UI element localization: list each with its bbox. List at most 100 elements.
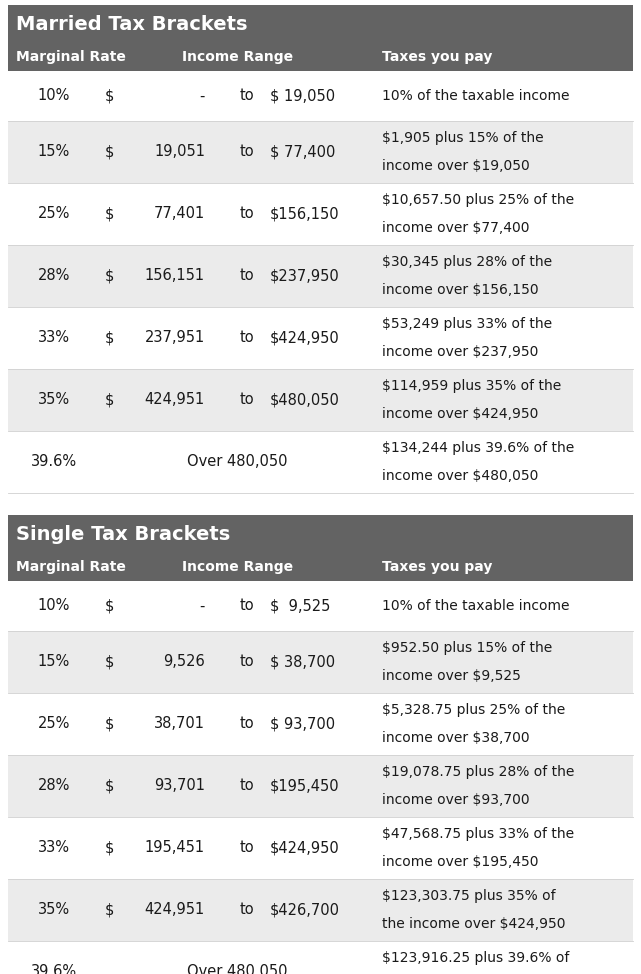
Text: $480,050: $480,050 [270, 393, 340, 407]
Text: 93,701: 93,701 [154, 778, 205, 794]
Text: -: - [199, 89, 205, 103]
Text: income over $156,150: income over $156,150 [382, 282, 538, 297]
Text: income over $19,050: income over $19,050 [382, 159, 529, 172]
Text: income over $237,950: income over $237,950 [382, 345, 538, 358]
Text: 35%: 35% [38, 393, 70, 407]
Text: to: to [240, 655, 254, 669]
Text: income over $9,525: income over $9,525 [382, 668, 521, 683]
Text: Marginal Rate: Marginal Rate [16, 50, 126, 64]
Text: 15%: 15% [38, 144, 70, 160]
Text: to: to [240, 269, 254, 283]
Text: $114,959 plus 35% of the: $114,959 plus 35% of the [382, 379, 562, 393]
Text: $10,657.50 plus 25% of the: $10,657.50 plus 25% of the [382, 194, 574, 207]
Text: $424,950: $424,950 [270, 330, 340, 346]
Text: Income Range: Income Range [182, 560, 293, 574]
Text: $53,249 plus 33% of the: $53,249 plus 33% of the [382, 318, 552, 331]
Text: Taxes you pay: Taxes you pay [382, 560, 492, 574]
Text: 195,451: 195,451 [145, 841, 205, 855]
Text: 15%: 15% [38, 655, 70, 669]
Text: $5,328.75 plus 25% of the: $5,328.75 plus 25% of the [382, 703, 565, 718]
Text: to: to [240, 717, 254, 731]
Text: 19,051: 19,051 [154, 144, 205, 160]
Text: $123,916.25 plus 39.6% of: $123,916.25 plus 39.6% of [382, 952, 569, 965]
Text: $: $ [105, 841, 114, 855]
Text: income over $77,400: income over $77,400 [382, 221, 529, 235]
Text: $: $ [105, 269, 114, 283]
Text: $: $ [105, 330, 114, 346]
Text: $: $ [105, 598, 114, 614]
Bar [8, 5, 633, 43]
Text: $426,700: $426,700 [270, 903, 340, 918]
Text: $  9,525: $ 9,525 [270, 598, 330, 614]
Text: 424,951: 424,951 [145, 903, 205, 918]
Text: 33%: 33% [38, 841, 70, 855]
Bar [8, 71, 633, 121]
Text: 10%: 10% [38, 598, 70, 614]
Text: $: $ [105, 778, 114, 794]
Text: income over $480,050: income over $480,050 [382, 468, 538, 483]
Bar [8, 369, 633, 431]
Text: income over $424,950: income over $424,950 [382, 406, 538, 421]
Text: to: to [240, 903, 254, 918]
Bar [8, 183, 633, 245]
Text: to: to [240, 144, 254, 160]
Text: Taxes you pay: Taxes you pay [382, 50, 492, 64]
Text: 39.6%: 39.6% [31, 455, 77, 469]
Text: 39.6%: 39.6% [31, 964, 77, 974]
Text: 9,526: 9,526 [163, 655, 205, 669]
Text: 10%: 10% [38, 89, 70, 103]
Bar [8, 879, 633, 941]
Text: $123,303.75 plus 35% of: $123,303.75 plus 35% of [382, 889, 556, 903]
Text: income over $93,700: income over $93,700 [382, 793, 529, 806]
Bar [8, 515, 633, 553]
Text: $: $ [105, 144, 114, 160]
Text: to: to [240, 206, 254, 221]
Text: $: $ [105, 206, 114, 221]
Text: to: to [240, 330, 254, 346]
Bar [8, 553, 633, 581]
Text: to: to [240, 393, 254, 407]
Bar [8, 817, 633, 879]
Bar [8, 245, 633, 307]
Text: Married Tax Brackets: Married Tax Brackets [16, 15, 247, 33]
Text: $952.50 plus 15% of the: $952.50 plus 15% of the [382, 641, 553, 656]
Text: Over 480,050: Over 480,050 [187, 455, 288, 469]
Text: 28%: 28% [38, 269, 70, 283]
Text: income over $195,450: income over $195,450 [382, 854, 538, 869]
Text: $ 93,700: $ 93,700 [270, 717, 335, 731]
Text: 77,401: 77,401 [154, 206, 205, 221]
Bar [8, 755, 633, 817]
Text: $: $ [105, 903, 114, 918]
Bar [8, 941, 633, 974]
Text: $1,905 plus 15% of the: $1,905 plus 15% of the [382, 131, 544, 145]
Text: $30,345 plus 28% of the: $30,345 plus 28% of the [382, 255, 552, 270]
Text: $: $ [105, 655, 114, 669]
Bar [8, 43, 633, 71]
Text: $ 77,400: $ 77,400 [270, 144, 335, 160]
Text: $: $ [105, 717, 114, 731]
Text: income over $38,700: income over $38,700 [382, 730, 529, 745]
Text: 10% of the taxable income: 10% of the taxable income [382, 599, 569, 613]
Text: $ 19,050: $ 19,050 [270, 89, 335, 103]
Text: to: to [240, 778, 254, 794]
Text: $: $ [105, 89, 114, 103]
Text: $195,450: $195,450 [270, 778, 340, 794]
Text: the income over $424,950: the income over $424,950 [382, 917, 565, 930]
Bar [8, 307, 633, 369]
Text: 10% of the taxable income: 10% of the taxable income [382, 89, 569, 103]
Text: $156,150: $156,150 [270, 206, 340, 221]
Text: 35%: 35% [38, 903, 70, 918]
Text: 25%: 25% [38, 717, 70, 731]
Text: $47,568.75 plus 33% of the: $47,568.75 plus 33% of the [382, 827, 574, 842]
Text: 156,151: 156,151 [145, 269, 205, 283]
Text: 28%: 28% [38, 778, 70, 794]
Text: 38,701: 38,701 [154, 717, 205, 731]
Bar [8, 431, 633, 493]
Text: $134,244 plus 39.6% of the: $134,244 plus 39.6% of the [382, 441, 574, 456]
Text: 237,951: 237,951 [145, 330, 205, 346]
Text: $19,078.75 plus 28% of the: $19,078.75 plus 28% of the [382, 766, 574, 779]
Text: to: to [240, 841, 254, 855]
Bar [8, 581, 633, 631]
Text: to: to [240, 89, 254, 103]
Text: 33%: 33% [38, 330, 70, 346]
